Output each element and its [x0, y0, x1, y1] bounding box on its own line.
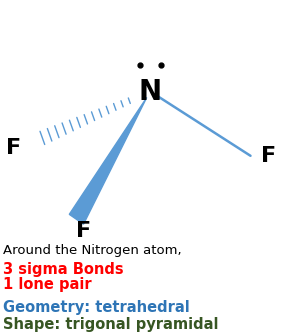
Text: 3 sigma Bonds: 3 sigma Bonds	[3, 263, 124, 278]
Text: N: N	[138, 78, 162, 106]
Text: F: F	[261, 146, 276, 166]
Text: Geometry: tetrahedral: Geometry: tetrahedral	[3, 300, 190, 315]
Text: Shape: trigonal pyramidal: Shape: trigonal pyramidal	[3, 317, 218, 332]
Text: F: F	[76, 221, 92, 241]
Text: F: F	[6, 138, 21, 158]
Text: 1 lone pair: 1 lone pair	[3, 277, 92, 292]
Polygon shape	[69, 98, 147, 224]
Text: Around the Nitrogen atom,: Around the Nitrogen atom,	[3, 244, 182, 258]
